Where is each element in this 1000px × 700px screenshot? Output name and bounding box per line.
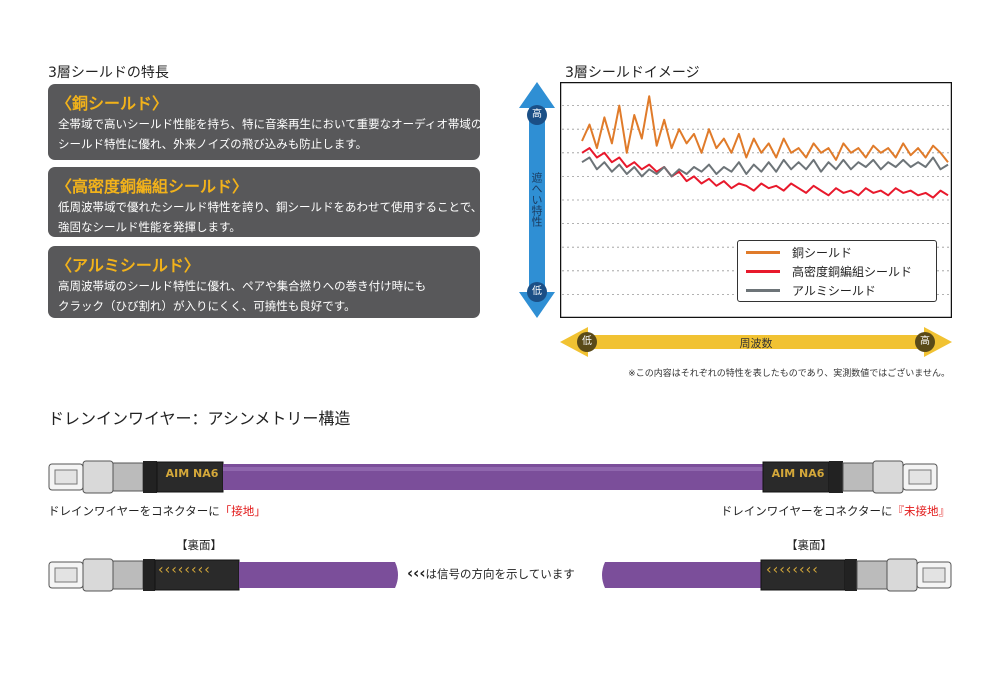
copper-shield-title: 〈銅シールド〉 [56,94,169,113]
brand-label-right: AIM NA6 [771,467,825,480]
copper-shield-box: 〈銅シールド〉 全帯域で高いシールド性能を持ち、特に音楽再生において重要なオーデ… [48,84,483,160]
chevrons-right: ‹‹‹‹‹‹‹‹ [766,562,819,578]
legend-item-aluminum: アルミシールド [746,281,928,300]
ungrounded-caption: ドレインワイヤーをコネクターに『未接地』 [721,503,950,519]
series-line-aluminum [581,156,949,178]
grounded-caption-text: ドレインワイヤーをコネクターに [48,504,220,518]
braid-shield-box: 〈高密度銅編組シールド〉 低周波帯域で優れたシールド特性を誇り、銅シールドをあわ… [48,167,483,237]
x-axis-arrow [560,327,952,357]
x-axis-high-label: 高 [915,332,935,352]
series-line-braid [581,147,949,199]
copper-shield-text: 全帯域で高いシールド性能を持ち、特に音楽再生において重要なオーディオ帯域の シー… [58,117,483,151]
x-axis-low-label: 低 [577,332,597,352]
legend-swatch-aluminum [746,289,780,292]
chart-legend: 銅シールド 高密度銅編組シールド アルミシールド [737,240,937,302]
legend-label-copper: 銅シールド [792,246,853,260]
back-label-left: 【裏面】 [176,538,222,552]
signal-direction-text: は信号の方向を示しています [425,567,575,581]
chart-note: ※この内容はそれぞれの特性を表したものであり、実測数値ではございません。 [628,369,950,379]
signal-direction-legend: ‹‹‹は信号の方向を示しています [407,564,575,582]
y-axis-low-label: 低 [527,282,547,302]
legend-label-aluminum: アルミシールド [792,284,876,298]
ungrounded-caption-text: ドレインワイヤーをコネクターに [720,504,893,518]
front-cable-illustration [48,460,938,494]
series-line-copper [581,95,949,163]
signal-direction-arrows-icon: ‹‹‹ [407,564,426,582]
y-axis-arrow [519,82,555,318]
y-axis-label: 遮へい特性 [530,172,543,227]
ungrounded-caption-emph: 『未接地』 [892,504,951,518]
aluminum-shield-text: 高周波帯域のシールド特性に優れ、ペアや集合撚りへの巻き付け時にも クラック（ひび… [58,279,427,313]
legend-label-braid: 高密度銅編組シールド [792,265,913,279]
features-title: 3層シールドの特長 [48,65,169,81]
legend-swatch-braid [746,270,780,273]
chart-title: 3層シールドイメージ [565,65,700,81]
brand-label-left: AIM NA6 [165,467,219,480]
legend-swatch-copper [746,251,780,254]
back-label-right: 【裏面】 [786,538,832,552]
chevrons-left: ‹‹‹‹‹‹‹‹ [158,562,211,578]
aluminum-shield-box: 〈アルミシールド〉 高周波帯域のシールド特性に優れ、ペアや集合撚りへの巻き付け時… [48,246,480,318]
legend-item-copper: 銅シールド [746,243,928,262]
aluminum-shield-title: 〈アルミシールド〉 [56,256,200,275]
braid-shield-text: 低周波帯域で優れたシールド特性を誇り、銅シールドをあわせて使用することで、 強固… [58,200,483,234]
x-axis-label: 周波数 [739,337,773,350]
grounded-caption: ドレインワイヤーをコネクターに「接地」 [48,503,266,519]
drain-title: ドレンインワイヤー：アシンメトリー構造 [48,409,351,428]
grounded-caption-emph: 「接地」 [219,504,266,518]
back-cable-illustration [48,558,952,592]
legend-item-braid: 高密度銅編組シールド [746,262,928,281]
y-axis-high-label: 高 [527,105,547,125]
braid-shield-title: 〈高密度銅編組シールド〉 [56,177,249,196]
